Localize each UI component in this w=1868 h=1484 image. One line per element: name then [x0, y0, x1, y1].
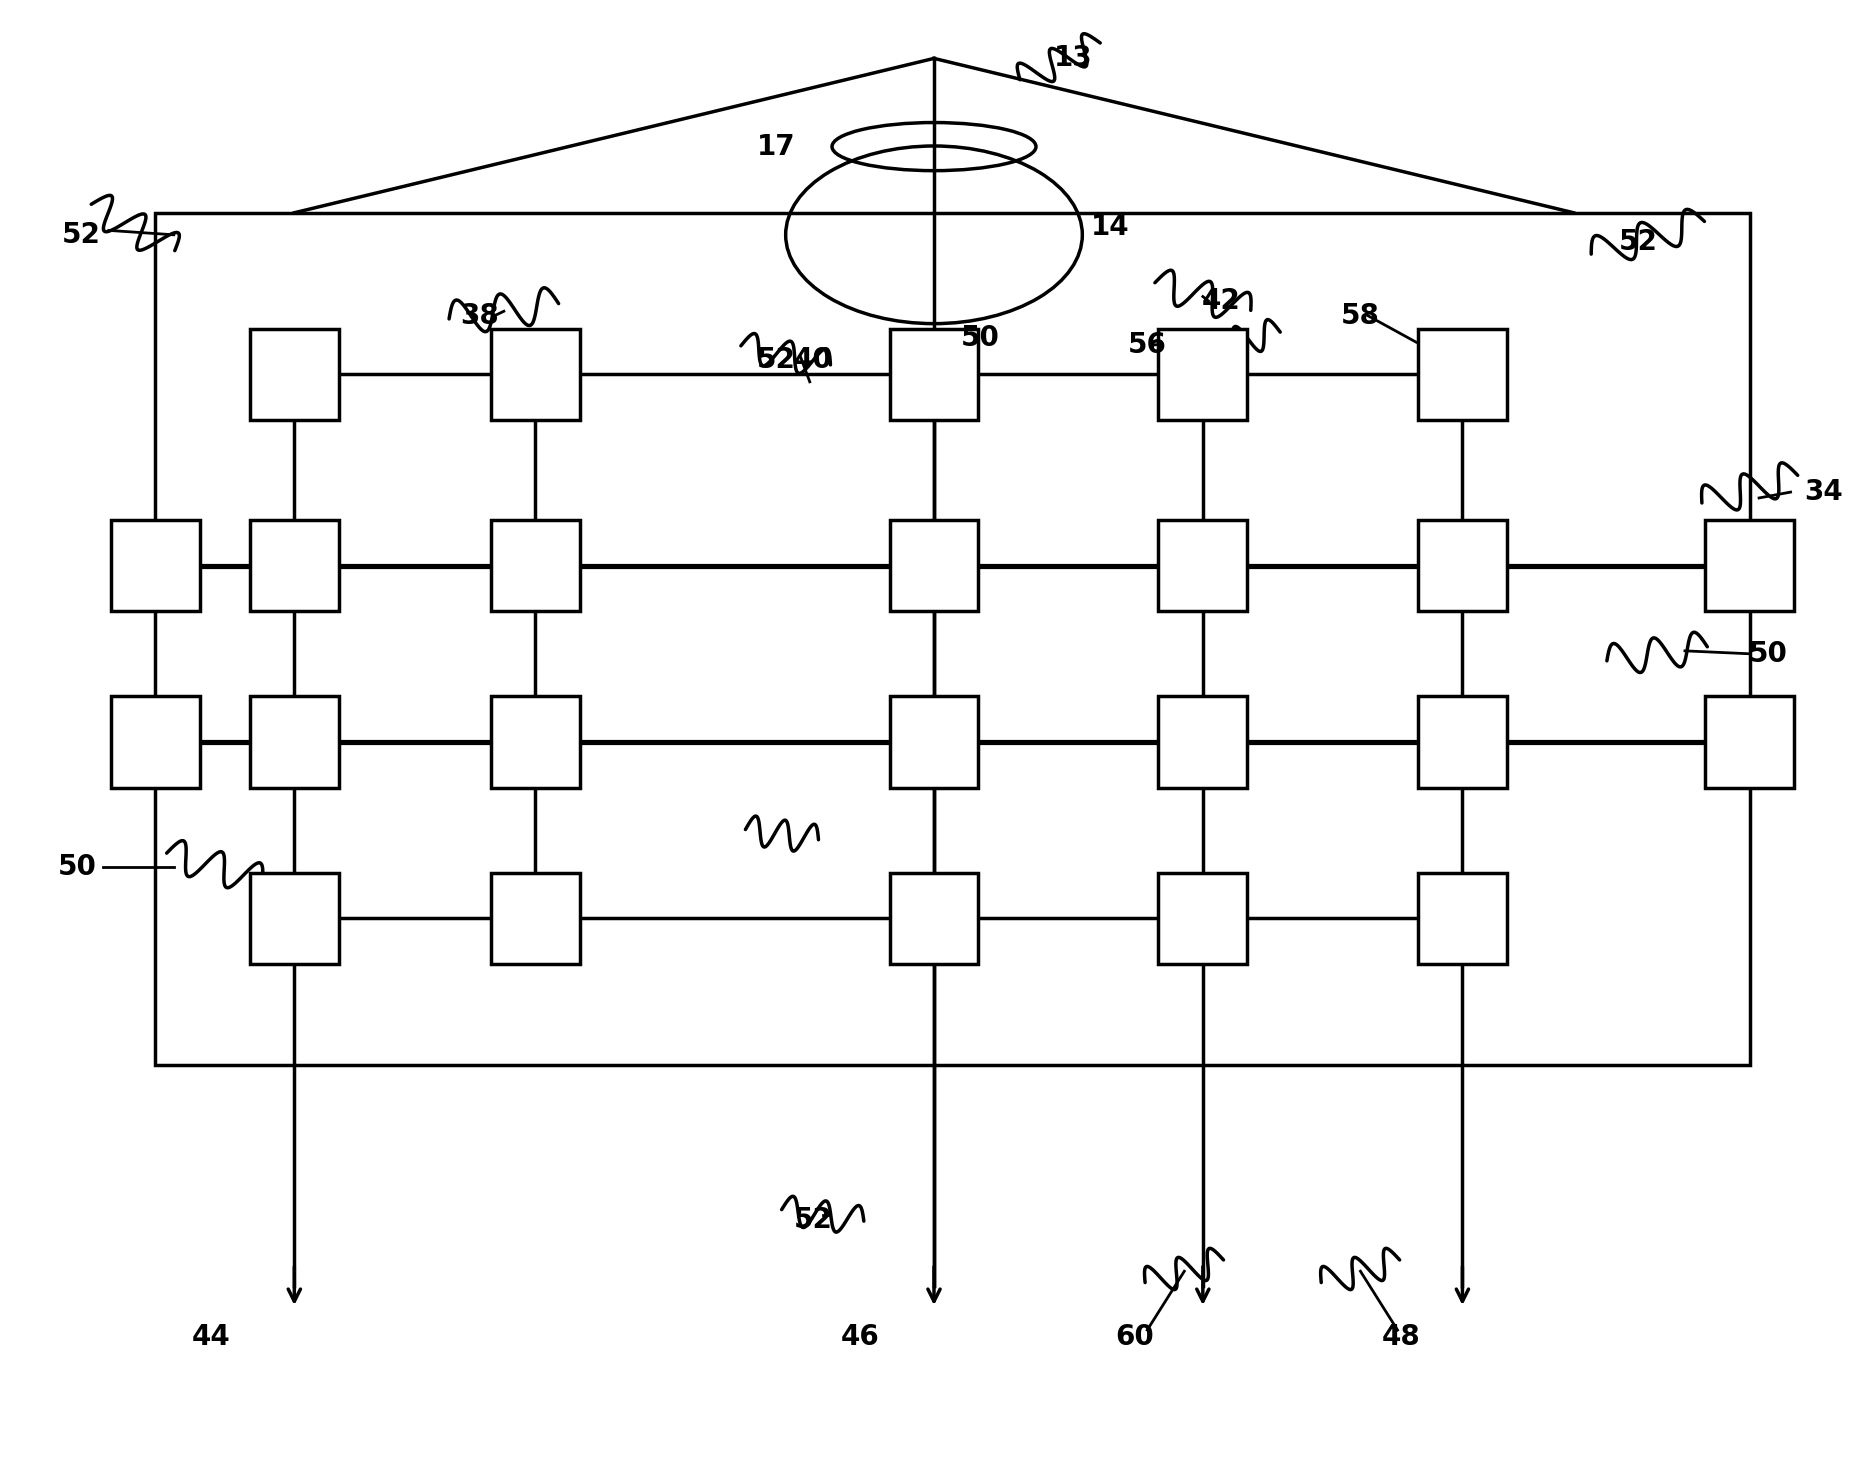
Bar — [250, 519, 338, 611]
Bar — [889, 873, 979, 965]
Bar — [889, 329, 979, 420]
Bar — [491, 873, 579, 965]
Bar — [1418, 519, 1507, 611]
Text: 17: 17 — [757, 132, 796, 160]
Text: 60: 60 — [1115, 1324, 1154, 1352]
Text: 38: 38 — [460, 301, 499, 329]
Bar — [110, 519, 200, 611]
Bar — [491, 519, 579, 611]
Text: 42: 42 — [1201, 286, 1240, 315]
Bar — [491, 329, 579, 420]
Bar — [1418, 696, 1507, 788]
Bar — [1158, 329, 1248, 420]
Bar — [1418, 329, 1507, 420]
Text: 40: 40 — [794, 346, 833, 374]
Text: 52: 52 — [62, 221, 101, 249]
Text: 50: 50 — [1748, 640, 1788, 668]
Bar — [1158, 519, 1248, 611]
Bar — [1158, 873, 1248, 965]
Text: 50: 50 — [58, 853, 97, 881]
Text: 46: 46 — [841, 1324, 880, 1352]
Text: 34: 34 — [1804, 478, 1844, 506]
Text: 56: 56 — [1128, 331, 1168, 359]
Bar — [250, 329, 338, 420]
Bar — [155, 212, 1750, 1066]
Text: 50: 50 — [960, 324, 999, 352]
Bar — [250, 696, 338, 788]
Bar — [110, 696, 200, 788]
Bar — [889, 696, 979, 788]
Text: 48: 48 — [1382, 1324, 1420, 1352]
Text: 44: 44 — [192, 1324, 230, 1352]
Text: 52: 52 — [757, 346, 796, 374]
Text: 13: 13 — [1054, 45, 1093, 73]
Bar — [1705, 696, 1795, 788]
Bar — [491, 696, 579, 788]
Bar — [1158, 696, 1248, 788]
Bar — [1418, 873, 1507, 965]
Text: 52: 52 — [1620, 229, 1659, 257]
Text: 58: 58 — [1341, 301, 1380, 329]
Text: 14: 14 — [1091, 214, 1130, 242]
Bar — [889, 519, 979, 611]
Text: 52: 52 — [794, 1206, 833, 1233]
Bar — [1705, 519, 1795, 611]
Bar — [250, 873, 338, 965]
